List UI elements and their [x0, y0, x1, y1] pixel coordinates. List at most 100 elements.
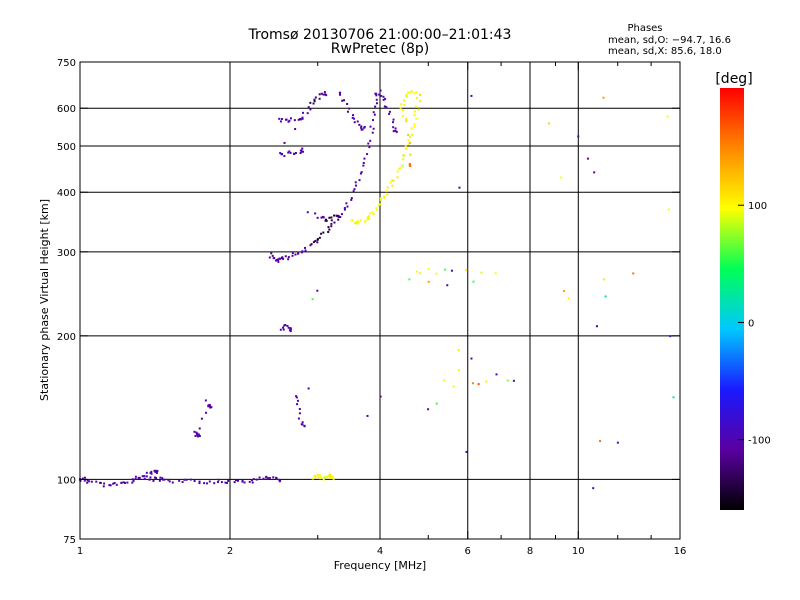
- data-point: [374, 105, 377, 108]
- data-point: [494, 272, 497, 275]
- data-point: [355, 222, 358, 225]
- data-point: [360, 128, 363, 131]
- data-point: [306, 112, 309, 115]
- data-point: [384, 97, 387, 100]
- data-point: [366, 153, 369, 156]
- data-point: [408, 163, 411, 166]
- data-point: [419, 100, 422, 103]
- data-point: [346, 205, 349, 208]
- data-point: [457, 369, 460, 372]
- data-point: [262, 477, 265, 480]
- data-point: [386, 193, 389, 196]
- data-point: [276, 258, 279, 261]
- data-point: [272, 476, 275, 479]
- data-point: [413, 123, 416, 126]
- data-point: [444, 268, 447, 271]
- data-point: [295, 396, 298, 399]
- data-point: [297, 252, 300, 255]
- data-point: [604, 295, 607, 298]
- data-point: [407, 133, 410, 136]
- data-point: [322, 93, 325, 96]
- data-point: [406, 91, 409, 94]
- data-point: [446, 284, 449, 287]
- data-point: [369, 125, 372, 128]
- data-point: [213, 482, 216, 485]
- data-point: [325, 94, 328, 97]
- data-point: [366, 414, 369, 417]
- data-point: [452, 385, 455, 388]
- data-point: [309, 101, 312, 104]
- data-point: [350, 197, 353, 200]
- data-point: [289, 328, 292, 331]
- data-point: [159, 476, 162, 479]
- data-point: [158, 479, 161, 482]
- phase-info-o: mean, sd,O: −94.7, 16.6: [608, 35, 731, 46]
- data-point: [427, 268, 430, 271]
- data-point: [155, 471, 158, 474]
- data-point: [375, 206, 378, 209]
- data-point: [155, 469, 158, 472]
- data-point: [317, 476, 320, 479]
- data-point: [90, 480, 93, 483]
- data-point: [198, 435, 201, 438]
- data-point: [410, 127, 413, 130]
- data-point: [324, 475, 327, 478]
- data-point: [405, 120, 408, 123]
- data-point: [279, 328, 282, 331]
- data-point: [359, 218, 362, 221]
- data-point: [377, 204, 380, 207]
- data-point: [398, 168, 401, 171]
- colorbar-label: [deg]: [715, 71, 752, 87]
- data-point: [288, 150, 291, 153]
- data-point: [198, 427, 201, 430]
- chart-title: Tromsø 20130706 21:00:00–21:01:43: [248, 27, 512, 43]
- data-point: [563, 290, 566, 293]
- data-point: [382, 95, 385, 98]
- data-point: [442, 379, 445, 382]
- data-point: [287, 326, 290, 329]
- data-point: [282, 257, 285, 260]
- data-point: [156, 470, 159, 473]
- data-point: [289, 330, 292, 333]
- x-tick-label: 2: [227, 546, 233, 557]
- data-point: [318, 474, 321, 477]
- data-point: [371, 131, 374, 134]
- data-point: [205, 411, 208, 414]
- data-point: [392, 118, 395, 121]
- x-tick-label: 8: [527, 546, 533, 557]
- colorbar: [720, 88, 744, 510]
- data-point: [181, 481, 184, 484]
- data-point: [153, 476, 156, 479]
- data-point: [368, 217, 371, 220]
- x-tick-label: 1: [77, 546, 83, 557]
- data-point: [285, 118, 288, 121]
- data-point: [362, 162, 365, 165]
- data-point: [273, 257, 276, 260]
- data-point: [301, 423, 304, 426]
- data-point: [341, 99, 344, 102]
- data-point: [477, 383, 480, 386]
- data-point: [411, 133, 414, 136]
- data-point: [141, 475, 144, 478]
- data-point: [435, 402, 438, 405]
- data-point: [359, 172, 362, 175]
- data-point: [414, 105, 417, 108]
- data-point: [287, 151, 290, 154]
- data-point: [323, 91, 326, 94]
- data-point: [277, 260, 280, 263]
- data-point: [298, 407, 301, 410]
- data-point: [471, 382, 474, 385]
- data-point: [233, 481, 236, 484]
- data-point: [150, 470, 153, 473]
- data-point: [332, 477, 335, 480]
- data-point: [185, 478, 188, 481]
- data-point: [396, 176, 399, 179]
- data-point: [672, 396, 675, 399]
- data-point: [271, 254, 274, 257]
- data-point: [399, 106, 402, 109]
- data-point: [81, 477, 84, 480]
- data-point: [268, 477, 271, 480]
- data-point: [206, 482, 209, 485]
- data-point: [666, 115, 669, 118]
- data-point: [465, 269, 468, 272]
